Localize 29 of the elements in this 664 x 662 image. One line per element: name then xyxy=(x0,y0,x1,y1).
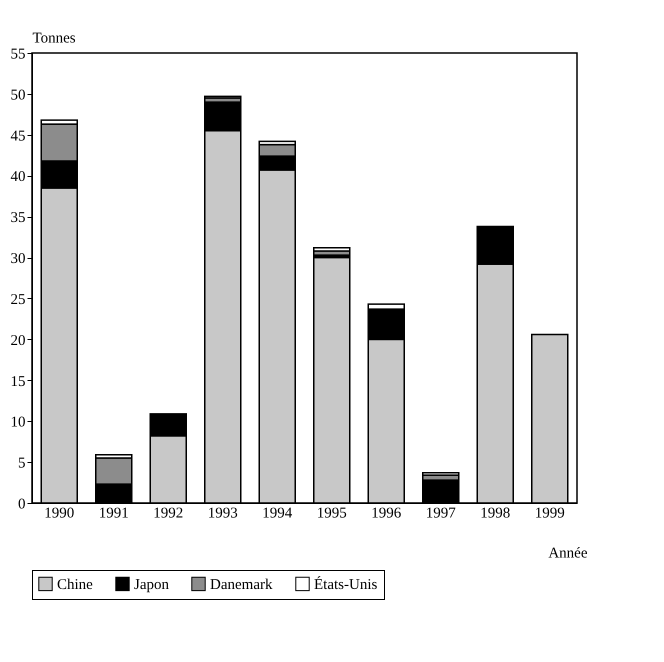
legend-label: Chine xyxy=(57,576,94,593)
y-tick-label: 15 xyxy=(10,374,26,390)
legend-label: États-Unis xyxy=(314,576,378,593)
y-tick-label: 5 xyxy=(18,456,26,472)
y-tick-label: 50 xyxy=(10,87,26,104)
x-tick-label: 1998 xyxy=(480,506,510,522)
y-tick-label: 35 xyxy=(10,210,26,226)
x-axis-title: Année xyxy=(548,546,588,562)
legend-label: Japon xyxy=(134,576,170,593)
y-tick-label: 25 xyxy=(10,292,26,308)
y-tick-label: 30 xyxy=(10,251,26,268)
x-tick-label: 1990 xyxy=(44,506,74,522)
x-tick-label: 1992 xyxy=(153,506,184,522)
y-tick-label: 10 xyxy=(10,414,26,431)
y-tick-label: 40 xyxy=(10,169,26,186)
x-tick-label: 1994 xyxy=(262,506,293,522)
x-tick-label: 1993 xyxy=(208,506,238,522)
y-tick-label: 0 xyxy=(18,496,26,512)
x-tick-label: 1995 xyxy=(316,506,347,522)
x-tick-label: 1997 xyxy=(426,506,456,522)
y-axis-title: Tonnes xyxy=(32,30,76,46)
y-tick-label: 55 xyxy=(10,46,26,62)
bar xyxy=(313,246,350,252)
legend-label: Danemark xyxy=(210,576,273,593)
y-tick-label: 45 xyxy=(10,128,26,144)
y-tick-label: 20 xyxy=(10,332,26,349)
x-tick-label: 1999 xyxy=(534,506,565,522)
x-tick-label: 1996 xyxy=(371,506,402,522)
x-tick-label: 1991 xyxy=(98,506,129,522)
